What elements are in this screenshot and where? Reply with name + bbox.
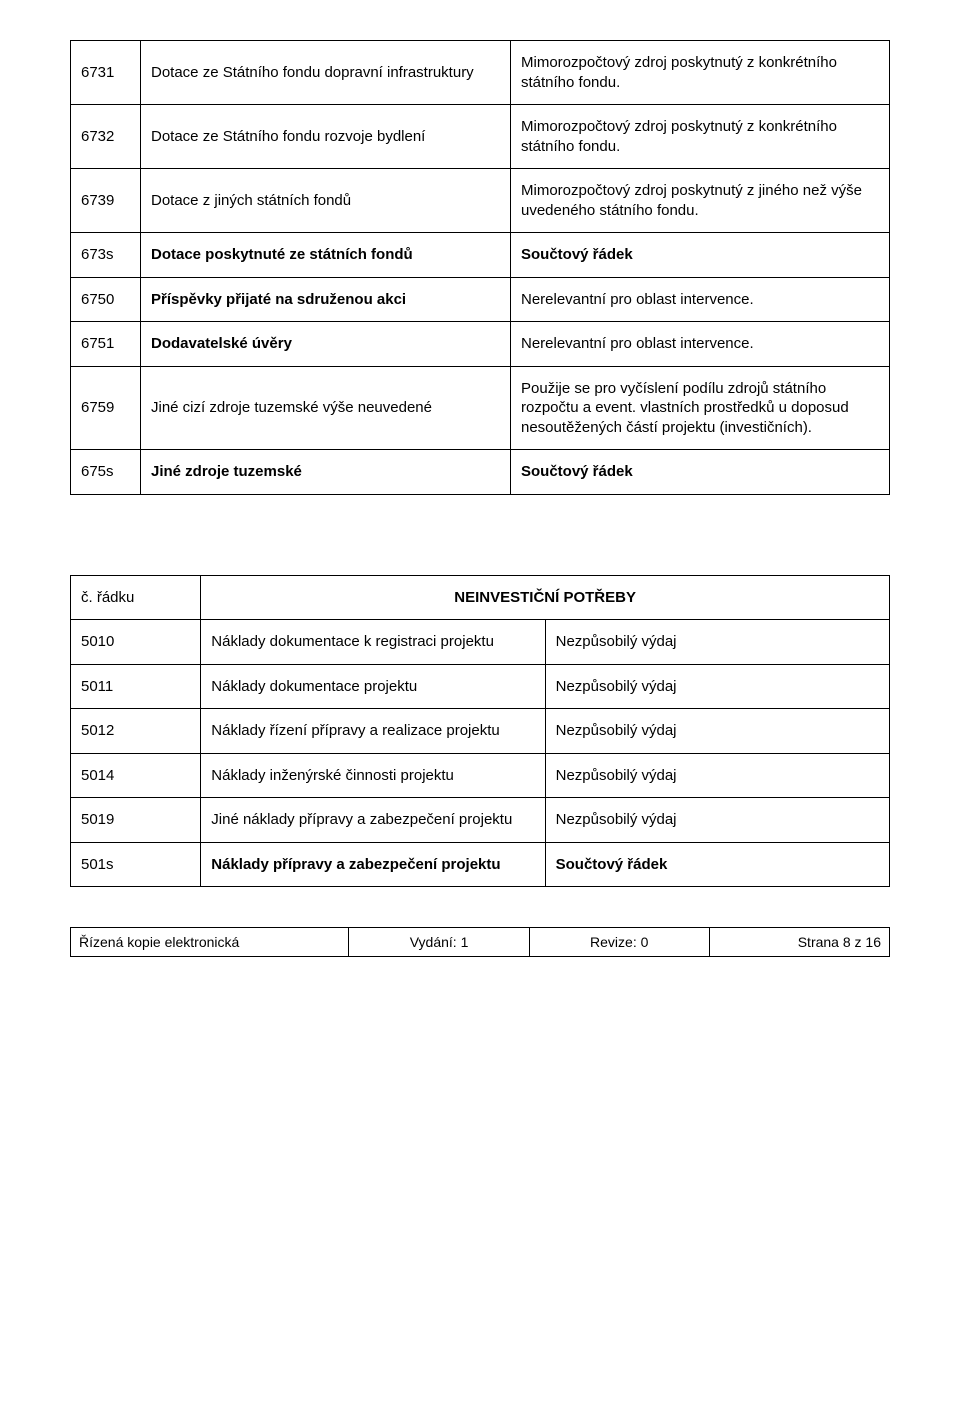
spacer xyxy=(70,495,890,575)
page-container: 6731Dotace ze Státního fondu dopravní in… xyxy=(0,0,960,987)
row-note: Mimorozpočtový zdroj poskytnutý z jiného… xyxy=(511,169,890,233)
table-row: 6739Dotace z jiných státních fondůMimoro… xyxy=(71,169,890,233)
table-row: 675sJiné zdroje tuzemskéSoučtový řádek xyxy=(71,450,890,495)
table-row: 5014Náklady inženýrské činnosti projektu… xyxy=(71,753,890,798)
table-row: 5010Náklady dokumentace k registraci pro… xyxy=(71,620,890,665)
table-row: 6732Dotace ze Státního fondu rozvoje byd… xyxy=(71,105,890,169)
row-description: Jiné cizí zdroje tuzemské výše neuvedené xyxy=(141,366,511,450)
row-note: Nezpůsobilý výdaj xyxy=(545,753,889,798)
row-description: Dotace poskytnuté ze státních fondů xyxy=(141,233,511,278)
row-description: Náklady dokumentace k registraci projekt… xyxy=(201,620,545,665)
table-row: 501sNáklady přípravy a zabezpečení proje… xyxy=(71,842,890,887)
row-description: Náklady dokumentace projektu xyxy=(201,664,545,709)
row-note: Použije se pro vyčíslení podílu zdrojů s… xyxy=(511,366,890,450)
row-note: Součtový řádek xyxy=(511,450,890,495)
footer-row: Řízená kopie elektronická Vydání: 1 Revi… xyxy=(71,928,890,957)
row-note: Nerelevantní pro oblast intervence. xyxy=(511,277,890,322)
table-row: 6750Příspěvky přijaté na sdruženou akciN… xyxy=(71,277,890,322)
row-code: 673s xyxy=(71,233,141,278)
row-note: Nerelevantní pro oblast intervence. xyxy=(511,322,890,367)
row-description: Náklady inženýrské činnosti projektu xyxy=(201,753,545,798)
row-description: Příspěvky přijaté na sdruženou akci xyxy=(141,277,511,322)
row-note: Nezpůsobilý výdaj xyxy=(545,664,889,709)
row-description: Jiné náklady přípravy a zabezpečení proj… xyxy=(201,798,545,843)
row-description: Dotace z jiných státních fondů xyxy=(141,169,511,233)
row-description: Dodavatelské úvěry xyxy=(141,322,511,367)
footer-table: Řízená kopie elektronická Vydání: 1 Revi… xyxy=(70,927,890,957)
row-code: 6732 xyxy=(71,105,141,169)
row-code: 675s xyxy=(71,450,141,495)
table-row: 6731Dotace ze Státního fondu dopravní in… xyxy=(71,41,890,105)
row-code: 5019 xyxy=(71,798,201,843)
footer-edition: Vydání: 1 xyxy=(349,928,529,957)
table-row: 673sDotace poskytnuté ze státních fondůS… xyxy=(71,233,890,278)
row-code: 5011 xyxy=(71,664,201,709)
row-note: Nezpůsobilý výdaj xyxy=(545,620,889,665)
table-row: 5012Náklady řízení přípravy a realizace … xyxy=(71,709,890,754)
header-code: č. řádku xyxy=(71,575,201,620)
table-row: 5019Jiné náklady přípravy a zabezpečení … xyxy=(71,798,890,843)
row-code: 6750 xyxy=(71,277,141,322)
row-code: 6751 xyxy=(71,322,141,367)
footer-revision: Revize: 0 xyxy=(529,928,709,957)
row-note: Nezpůsobilý výdaj xyxy=(545,798,889,843)
table-row: 5011Náklady dokumentace projektuNezpůsob… xyxy=(71,664,890,709)
table-2: č. řádkuNEINVESTIČNÍ POTŘEBY5010Náklady … xyxy=(70,575,890,888)
row-note: Mimorozpočtový zdroj poskytnutý z konkré… xyxy=(511,105,890,169)
row-note: Součtový řádek xyxy=(545,842,889,887)
row-code: 6731 xyxy=(71,41,141,105)
row-description: Náklady řízení přípravy a realizace proj… xyxy=(201,709,545,754)
row-code: 6739 xyxy=(71,169,141,233)
row-code: 6759 xyxy=(71,366,141,450)
row-code: 5012 xyxy=(71,709,201,754)
footer-left: Řízená kopie elektronická xyxy=(71,928,349,957)
table-header-row: č. řádkuNEINVESTIČNÍ POTŘEBY xyxy=(71,575,890,620)
row-note: Součtový řádek xyxy=(511,233,890,278)
row-code: 5014 xyxy=(71,753,201,798)
row-description: Jiné zdroje tuzemské xyxy=(141,450,511,495)
table-row: 6759Jiné cizí zdroje tuzemské výše neuve… xyxy=(71,366,890,450)
row-note: Nezpůsobilý výdaj xyxy=(545,709,889,754)
row-description: Náklady přípravy a zabezpečení projektu xyxy=(201,842,545,887)
table-row: 6751Dodavatelské úvěryNerelevantní pro o… xyxy=(71,322,890,367)
header-title: NEINVESTIČNÍ POTŘEBY xyxy=(201,575,890,620)
table-1: 6731Dotace ze Státního fondu dopravní in… xyxy=(70,40,890,495)
row-description: Dotace ze Státního fondu dopravní infras… xyxy=(141,41,511,105)
row-description: Dotace ze Státního fondu rozvoje bydlení xyxy=(141,105,511,169)
row-code: 501s xyxy=(71,842,201,887)
footer-page-number: Strana 8 z 16 xyxy=(709,928,889,957)
row-note: Mimorozpočtový zdroj poskytnutý z konkré… xyxy=(511,41,890,105)
row-code: 5010 xyxy=(71,620,201,665)
